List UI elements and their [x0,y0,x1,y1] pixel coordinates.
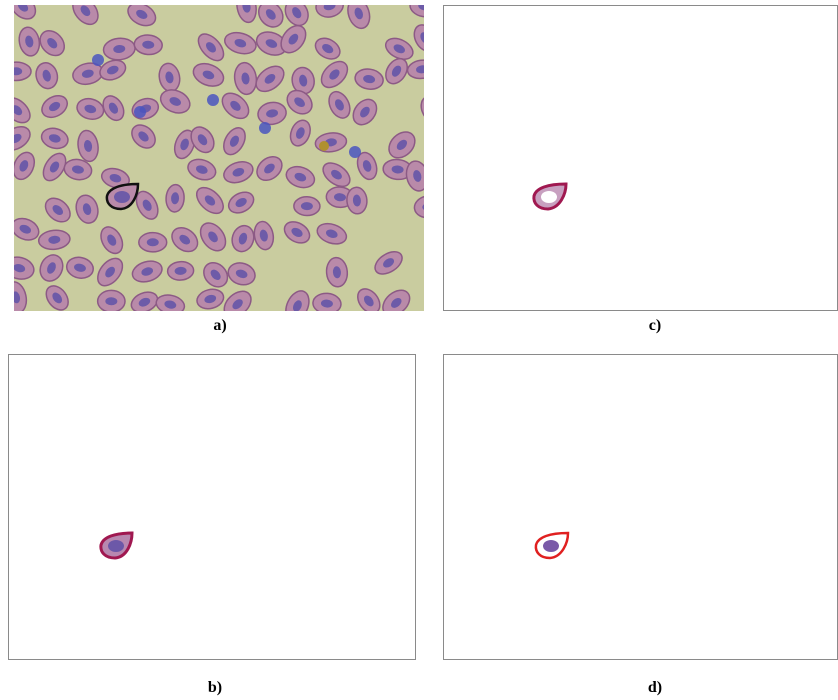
panel-frame [444,6,838,311]
page: a) c) b) d) (() => { const data = JSON.p… [0,0,838,700]
panel-frame [9,355,416,660]
stain [349,146,361,158]
nucleus [10,67,22,75]
panel-label: c) [649,317,661,334]
panel-label: a) [213,317,226,334]
stain [134,106,146,118]
panel-frame [444,355,838,660]
nucleus [543,540,559,552]
nucleus [108,540,124,552]
panel-d [444,355,838,660]
panel-c [444,6,838,311]
nucleus [147,238,159,246]
figure: a) c) b) d) [0,0,838,700]
nucleus [426,102,439,116]
stain [92,54,104,66]
stain [207,94,219,106]
panel-label: b) [208,679,222,696]
panel-a [0,0,448,325]
panel-label: d) [648,679,662,696]
debris [319,141,329,151]
stain [259,122,271,134]
nucleus [114,191,130,203]
panel-b [9,355,416,660]
nucleus-removed [541,191,557,203]
